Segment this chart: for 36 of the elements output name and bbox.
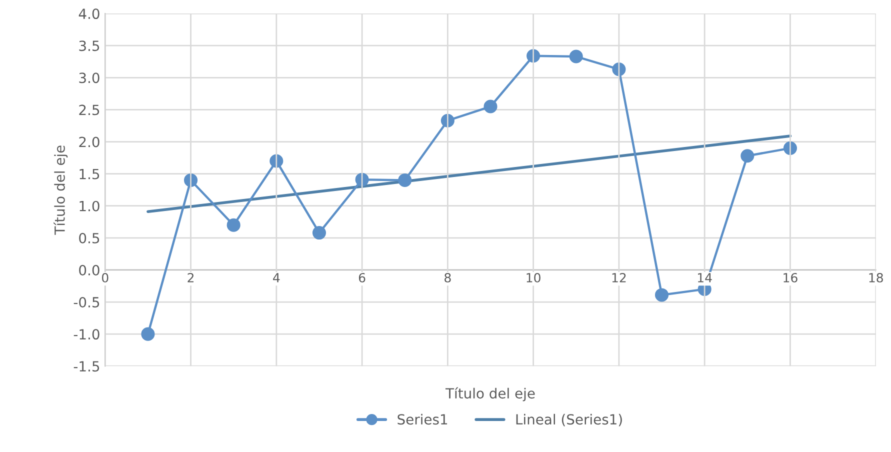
y-axis-title: Título del eje	[54, 146, 68, 235]
x-tick-label: 8	[444, 272, 451, 282]
y-tick-label: 1.0	[80, 200, 100, 212]
x-tick-label: 18	[869, 272, 883, 282]
y-tick-label: -1.5	[74, 361, 100, 372]
y-tick-label: 1.5	[80, 168, 100, 180]
x-tick-label: 0	[102, 272, 108, 282]
x-tick-label: 4	[273, 273, 280, 282]
point	[141, 327, 155, 341]
y-tick-label: 3.0	[79, 72, 100, 84]
x-tick-label: 6	[358, 272, 366, 282]
point	[740, 149, 754, 163]
point	[226, 218, 240, 232]
x-axis-title: Título del eje	[445, 387, 535, 402]
y-tick-label: 2.5	[79, 104, 100, 116]
y-tick-label: 3.5	[79, 40, 100, 52]
point	[355, 172, 369, 186]
y-tick-label: 0.0	[79, 264, 100, 276]
x-tick-label: 2	[188, 272, 194, 282]
x-tick-label: 16	[784, 272, 798, 282]
point	[654, 288, 669, 302]
y-tick-label: 2.0	[79, 136, 100, 148]
point	[612, 62, 626, 76]
y-tick-label: -0.5	[74, 296, 100, 308]
legend-label: Series1	[398, 414, 448, 425]
x-tick-label: 10	[526, 272, 540, 282]
legend-label: Lineal (Series1)	[516, 414, 622, 426]
point	[484, 100, 498, 114]
y-tick-label: -1.0	[74, 329, 100, 340]
point	[569, 50, 583, 64]
x-tick-label: 12	[612, 272, 626, 282]
point	[398, 173, 412, 187]
x-tick-label: 14	[698, 273, 712, 282]
y-tick-label: 0.5	[79, 232, 100, 244]
point	[312, 226, 326, 240]
y-tick-label: 4.0	[78, 8, 100, 20]
